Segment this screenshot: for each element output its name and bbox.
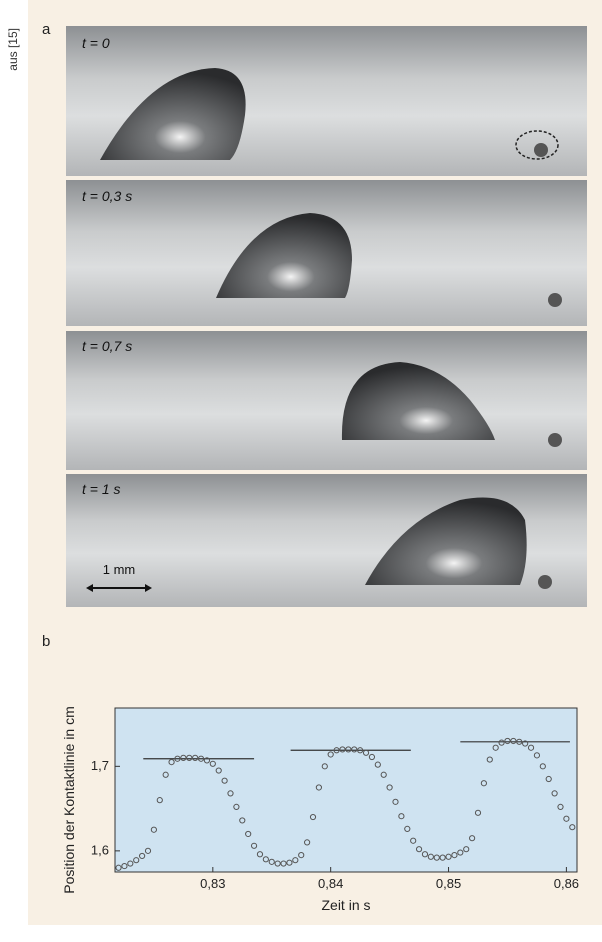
frame-label: t = 0,3 s [82,188,132,204]
frame-label: t = 0,7 s [82,338,132,354]
figure: aus [15] a t = 0 t = 0,3 s t = 0,7 s t =… [0,0,602,937]
panel-label: a [42,21,51,38]
x-tick-label: 0,84 [318,876,343,891]
scale-label: 1 mm [103,562,136,577]
x-axis-title: Zeit in s [321,897,370,913]
y-axis-title: Position der Kontaktlinie in cm [61,706,77,894]
x-tick-label: 0,86 [554,876,579,891]
frame: t = 1 s 1 mm [66,474,587,607]
frame: t = 0 [66,26,587,176]
x-tick-label: 0,83 [200,876,225,891]
page: aus [15] a t = 0 t = 0,3 s t = 0,7 s t =… [0,0,602,937]
panel-label: b [42,633,50,650]
x-tick-label: 0,85 [436,876,461,891]
y-tick-label: 1,7 [91,758,109,773]
frame: t = 0,3 s [66,180,587,326]
frame-label: t = 1 s [82,481,121,497]
frame-label: t = 0 [82,35,110,51]
frame: t = 0,7 s [66,331,587,470]
plot-area [115,708,577,872]
y-tick-label: 1,6 [91,842,109,857]
source-note: aus [15] [6,28,20,71]
